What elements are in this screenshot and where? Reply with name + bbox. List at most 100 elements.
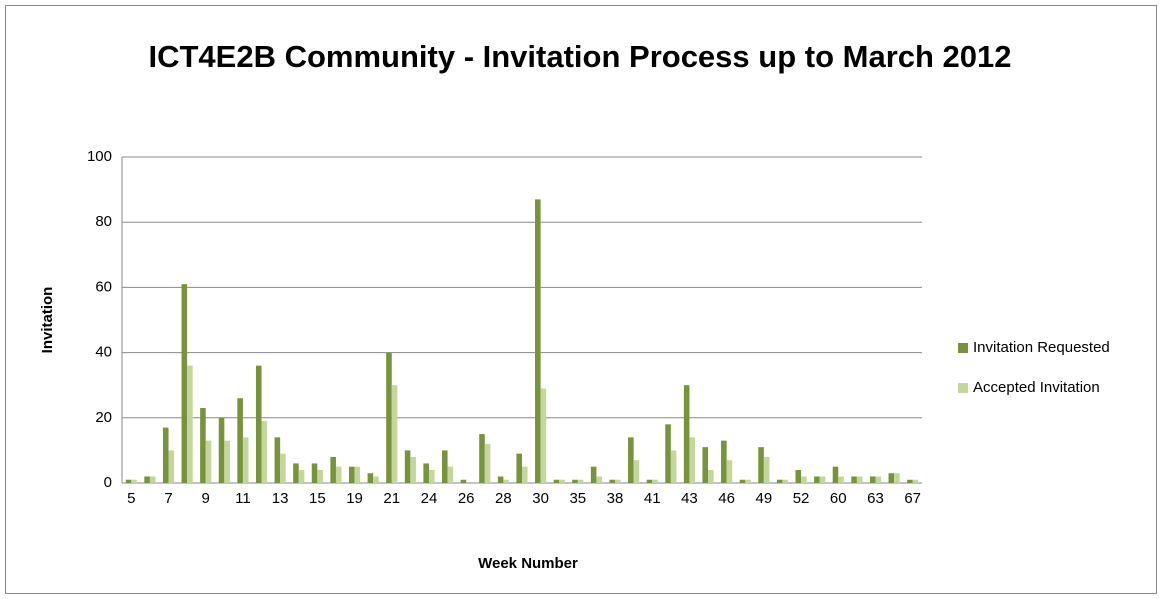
bar xyxy=(683,385,690,483)
x-tick-label: 63 xyxy=(867,490,884,507)
y-tick-label: 60 xyxy=(95,278,112,295)
bar xyxy=(125,479,132,483)
bar xyxy=(689,437,696,483)
x-tick-label: 67 xyxy=(904,490,921,507)
x-tick-label: 13 xyxy=(272,490,289,507)
bar xyxy=(646,479,653,483)
x-axis-label: Week Number xyxy=(478,555,578,572)
y-tick-label: 40 xyxy=(95,344,112,361)
bar xyxy=(726,460,733,483)
bar xyxy=(354,466,361,483)
bar xyxy=(801,476,807,483)
bar xyxy=(410,456,416,483)
x-tick-label: 49 xyxy=(756,490,773,507)
bar xyxy=(484,443,491,483)
bar xyxy=(404,450,411,483)
x-tick-label: 35 xyxy=(569,490,586,507)
bar xyxy=(200,408,206,483)
bar xyxy=(205,440,212,483)
bar xyxy=(652,479,658,483)
bar xyxy=(633,460,640,483)
x-tick-label: 60 xyxy=(830,490,847,507)
bar xyxy=(782,479,789,483)
x-tick-label: 7 xyxy=(164,490,172,507)
bar xyxy=(522,466,528,483)
chart-border xyxy=(5,5,1157,594)
legend-label: Invitation Requested xyxy=(973,339,1110,356)
bar xyxy=(888,473,895,483)
chart-title: ICT4E2B Community - Invitation Process u… xyxy=(148,39,1012,74)
bar xyxy=(702,447,709,483)
bar xyxy=(187,365,193,483)
bar xyxy=(912,479,919,483)
bar xyxy=(609,479,616,483)
bar xyxy=(293,463,299,483)
bar xyxy=(162,427,169,483)
bar xyxy=(665,424,671,483)
bar xyxy=(237,398,243,483)
bar xyxy=(795,469,802,483)
x-tick-label: 46 xyxy=(718,490,735,507)
bar xyxy=(497,476,504,483)
bar xyxy=(181,284,188,483)
bar xyxy=(149,476,156,483)
x-tick-label: 11 xyxy=(235,490,251,507)
bar xyxy=(335,466,342,483)
bar xyxy=(423,463,429,483)
bar xyxy=(516,453,522,483)
bar xyxy=(255,365,262,483)
x-tick-label: 15 xyxy=(309,490,326,507)
bar xyxy=(615,479,621,483)
bar xyxy=(274,437,281,483)
x-tick-label: 24 xyxy=(421,490,438,507)
bar xyxy=(131,479,137,483)
bar xyxy=(447,466,454,483)
bar xyxy=(851,476,857,483)
bar xyxy=(907,479,913,483)
bar xyxy=(832,466,839,483)
bar xyxy=(894,473,900,483)
bar xyxy=(503,479,509,483)
bar xyxy=(386,352,392,483)
bar xyxy=(745,479,751,483)
legend-label: Accepted Invitation xyxy=(973,379,1100,396)
bar xyxy=(330,456,336,483)
bar xyxy=(856,476,863,483)
y-tick-label: 80 xyxy=(95,213,112,230)
x-tick-label: 41 xyxy=(644,490,661,507)
x-tick-label: 19 xyxy=(346,490,363,507)
bar xyxy=(596,476,602,483)
bar xyxy=(869,476,876,483)
bar xyxy=(479,434,485,483)
bar xyxy=(540,388,547,483)
bar xyxy=(367,473,374,483)
y-tick-label: 0 xyxy=(104,474,112,491)
bar xyxy=(590,466,597,483)
legend-swatch xyxy=(958,383,968,393)
bar xyxy=(708,469,714,483)
bar xyxy=(553,479,560,483)
x-tick-label: 26 xyxy=(458,490,475,507)
bar xyxy=(535,199,541,483)
bar xyxy=(428,469,435,483)
x-tick-label: 5 xyxy=(127,490,135,507)
bar xyxy=(776,479,783,483)
x-tick-label: 43 xyxy=(681,490,698,507)
x-tick-label: 21 xyxy=(383,490,400,507)
bar xyxy=(739,479,746,483)
bar xyxy=(559,479,565,483)
bar xyxy=(311,463,318,483)
bar xyxy=(442,450,448,483)
bar xyxy=(218,417,225,483)
bar xyxy=(572,479,578,483)
bar xyxy=(819,476,826,483)
bar xyxy=(814,476,820,483)
bar xyxy=(460,479,467,483)
y-tick-label: 20 xyxy=(95,409,112,426)
legend-swatch xyxy=(958,343,968,353)
bar xyxy=(391,385,398,483)
x-tick-label: 38 xyxy=(607,490,624,507)
x-tick-label: 52 xyxy=(793,490,810,507)
